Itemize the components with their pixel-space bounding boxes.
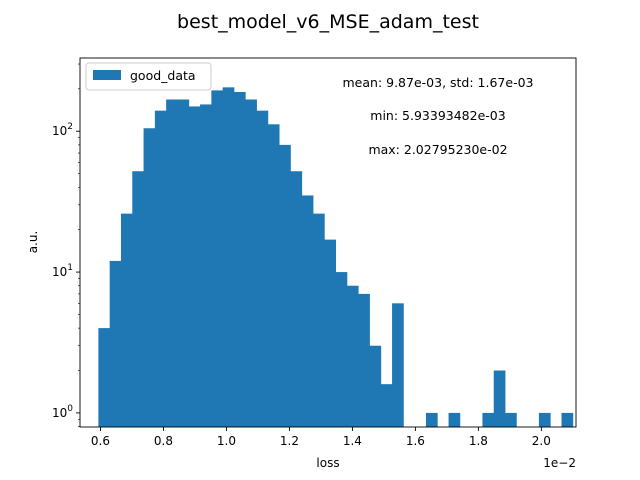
x-tick-label: 1.6 <box>406 434 425 448</box>
bars-group <box>98 87 573 427</box>
y-axis-ticks: 100 101 102 <box>52 64 80 427</box>
histogram-bar-1 <box>110 261 122 427</box>
histogram-bar-29 <box>426 413 438 427</box>
legend-label: good_data <box>130 68 196 83</box>
histogram-bar-36 <box>505 413 517 427</box>
x-tick-label: 0.8 <box>154 434 173 448</box>
x-tick-label: 2.0 <box>532 434 551 448</box>
y-tick-label: 101 <box>52 263 73 279</box>
x-tick-label: 1.2 <box>280 434 299 448</box>
histogram-bar-16 <box>279 145 291 427</box>
x-axis-offset-label: 1e−2 <box>543 456 576 470</box>
histogram-bar-17 <box>290 171 302 427</box>
histogram-bar-0 <box>98 328 110 427</box>
histogram-bar-6 <box>166 100 178 428</box>
histogram-bar-41 <box>562 413 574 427</box>
stats-max: max: 2.02795230e-02 <box>368 142 507 157</box>
chart-title: best_model_v6_MSE_adam_test <box>177 11 479 33</box>
stats-min: min: 5.93393482e-03 <box>370 108 505 123</box>
histogram-bar-9 <box>200 104 212 427</box>
x-tick-label: 1.0 <box>217 434 236 448</box>
histogram-bar-4 <box>144 128 156 427</box>
histogram-bar-7 <box>177 100 189 428</box>
histogram-bar-5 <box>155 111 167 427</box>
histogram-bar-8 <box>189 106 201 427</box>
y-tick-label: 100 <box>52 404 73 420</box>
histogram-bar-2 <box>121 214 133 427</box>
histogram-bar-10 <box>211 90 223 427</box>
y-axis-label: a.u. <box>26 231 40 254</box>
x-tick-label: 0.6 <box>91 434 110 448</box>
histogram-bar-3 <box>132 171 144 427</box>
legend-swatch <box>93 70 121 80</box>
x-axis-label: loss <box>316 456 339 470</box>
histogram-bar-15 <box>268 124 280 427</box>
histogram-bar-13 <box>245 100 257 428</box>
histogram-bar-18 <box>302 195 314 427</box>
histogram-bar-26 <box>392 303 404 427</box>
histogram-bar-20 <box>324 240 336 427</box>
histogram-bar-23 <box>358 294 370 427</box>
histogram-bar-22 <box>347 286 359 427</box>
histogram-bar-24 <box>369 346 381 427</box>
legend: good_data <box>86 63 211 90</box>
histogram-bar-21 <box>336 272 348 427</box>
histogram-bar-19 <box>313 214 325 427</box>
histogram-bar-35 <box>494 371 506 427</box>
histogram-bar-39 <box>539 413 551 427</box>
histogram-bar-14 <box>257 111 269 427</box>
histogram-bar-31 <box>449 413 461 427</box>
y-tick-label: 102 <box>52 122 73 138</box>
x-tick-label: 1.4 <box>343 434 362 448</box>
histogram-bar-11 <box>223 87 235 427</box>
x-tick-label: 1.8 <box>469 434 488 448</box>
stats-mean-std: mean: 9.87e-03, std: 1.67e-03 <box>343 75 534 90</box>
histogram-bar-34 <box>482 413 494 427</box>
x-axis-ticks: 0.6 0.8 1.0 1.2 1.4 1.6 1.8 2.0 <box>91 427 551 448</box>
histogram-bar-25 <box>381 384 393 427</box>
histogram-bar-12 <box>234 92 246 427</box>
